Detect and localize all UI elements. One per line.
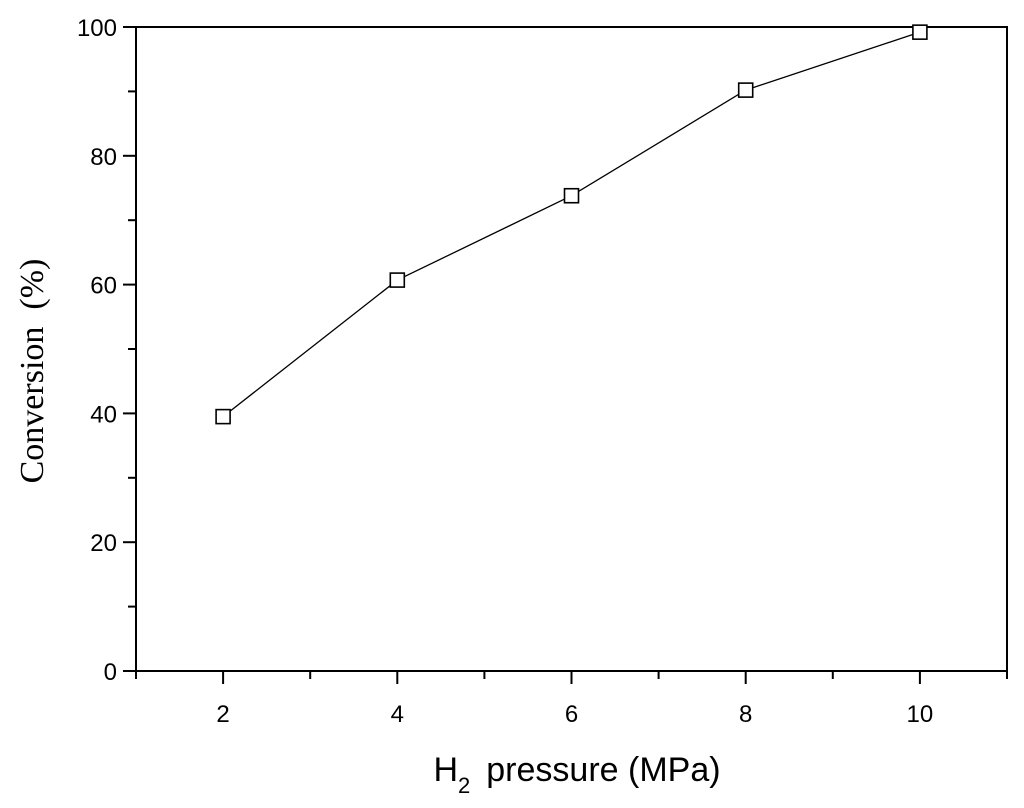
y-tick-label: 100 — [77, 15, 117, 42]
data-point — [737, 82, 754, 98]
x-tick-label: 10 — [907, 701, 934, 728]
x-tick-label: 8 — [739, 701, 752, 728]
y-axis-tick-labels: 0 20 40 60 80 100 — [77, 15, 117, 686]
x-axis-tick-labels: 2 4 6 8 10 — [216, 701, 933, 728]
data-point — [389, 272, 406, 288]
data-point — [215, 408, 231, 425]
x-tick-label: 6 — [565, 701, 578, 728]
y-tick-label: 40 — [90, 401, 117, 428]
x-tick-label: 4 — [391, 701, 404, 728]
x-axis-label: H2 pressure (MPa) — [433, 751, 720, 798]
x-axis-label-subscript: 2 — [458, 773, 470, 798]
x-tick-label: 2 — [216, 701, 229, 728]
series-markers — [215, 24, 928, 425]
y-axis-label: Conversion (%) — [14, 259, 51, 484]
x-axis-label-rest: pressure (MPa) — [486, 751, 720, 789]
x-axis-ticks — [135, 671, 1008, 684]
y-tick-label: 60 — [90, 273, 117, 300]
y-axis-ticks — [123, 26, 136, 672]
data-point — [563, 187, 580, 204]
y-tick-label: 20 — [90, 530, 117, 557]
y-tick-label: 80 — [90, 144, 117, 171]
series-line — [222, 31, 921, 418]
x-axis-label-main: H — [433, 751, 458, 789]
data-point — [912, 24, 928, 40]
plot-area-frame — [135, 26, 1008, 672]
y-tick-label: 0 — [104, 659, 117, 686]
